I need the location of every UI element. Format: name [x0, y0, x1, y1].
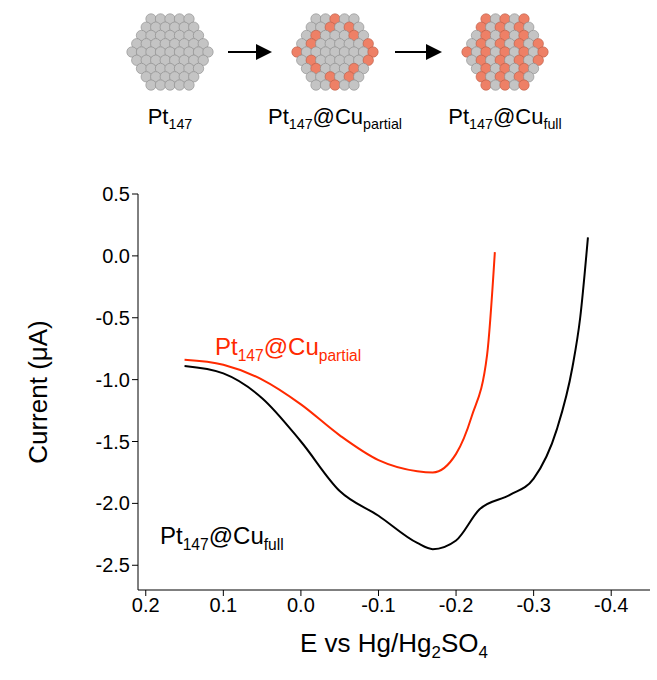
- html-text:Pt147@Cupartial: Pt147@Cupartial: [215, 333, 362, 364]
- svg-text:0.1: 0.1: [209, 594, 237, 616]
- html-text:Current (μA): Current (μA): [22, 320, 53, 464]
- svg-text:-2.0: -2.0: [96, 492, 130, 514]
- svg-text:-1.5: -1.5: [96, 431, 130, 453]
- html-text:Pt147: Pt147: [147, 104, 193, 133]
- svg-text:-0.4: -0.4: [594, 594, 628, 616]
- html-text:Pt147@Cufull: Pt147@Cufull: [160, 522, 284, 553]
- svg-text:-0.2: -0.2: [439, 594, 473, 616]
- html-text:Pt147@Cufull: Pt147@Cufull: [448, 104, 562, 133]
- svg-text:-0.1: -0.1: [361, 594, 395, 616]
- svg-text:-2.5: -2.5: [96, 554, 130, 576]
- svg-text:-0.5: -0.5: [96, 307, 130, 329]
- svg-text:-0.3: -0.3: [516, 594, 550, 616]
- svg-text:0.2: 0.2: [132, 594, 160, 616]
- svg-text:0.0: 0.0: [287, 594, 315, 616]
- html-text:Pt147@Cupartial: Pt147@Cupartial: [268, 104, 402, 133]
- svg-text:0.5: 0.5: [102, 183, 130, 205]
- svg-text:-1.0: -1.0: [96, 369, 130, 391]
- html-text:E vs Hg/Hg2SO4: E vs Hg/Hg2SO4: [300, 628, 488, 663]
- svg-text:0.0: 0.0: [102, 245, 130, 267]
